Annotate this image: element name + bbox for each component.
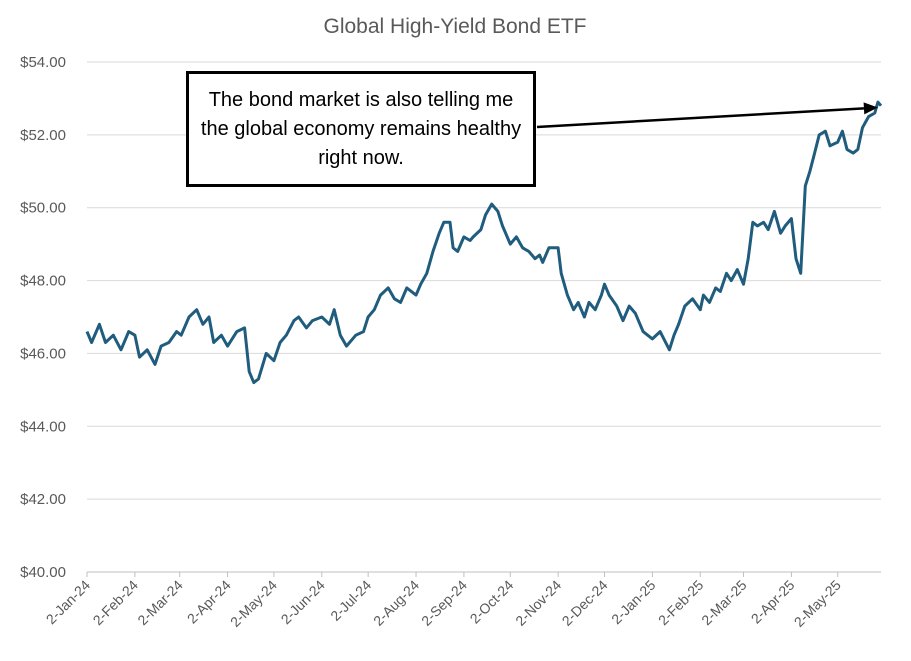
y-tick-label: $54.00 <box>20 54 66 71</box>
x-tick-label: 2-May-24 <box>227 577 280 630</box>
x-tick-label: 2-Jun-24 <box>278 577 329 628</box>
y-tick-label: $48.00 <box>20 273 66 290</box>
annotation-arrow <box>536 102 878 129</box>
y-axis-ticks: $40.00 $42.00 $44.00 $46.00 $48.00 $50.00 $52.… <box>20 54 66 581</box>
y-tick-label: $50.00 <box>20 200 66 217</box>
x-tick-label: 2-Feb-25 <box>655 577 707 629</box>
x-tick-label: 2-Mar-25 <box>698 577 750 629</box>
x-tick-label: 2-Sep-24 <box>418 577 470 629</box>
x-tick-label: 2-Feb-24 <box>90 577 142 629</box>
y-tick-label: $52.00 <box>20 127 66 144</box>
x-tick-label: 2-Oct-24 <box>467 577 517 627</box>
x-tick-label: 2-Aug-24 <box>370 577 422 629</box>
series-line-price <box>85 100 883 385</box>
gridlines <box>87 61 881 500</box>
annotation-box: The bond market is also telling me the g… <box>186 71 536 187</box>
y-tick-label: $44.00 <box>20 418 66 435</box>
annotation-text: The bond market is also telling me the g… <box>200 88 522 169</box>
x-tick-label: 2-Jul-24 <box>327 577 374 624</box>
x-tick-label: 2-May-25 <box>791 577 844 630</box>
x-tick-label: 2-Jan-25 <box>608 577 659 628</box>
x-tick-label: 2-Mar-24 <box>134 577 186 629</box>
chart-title: Global High-Yield Bond ETF <box>323 15 586 38</box>
x-axis-ticks: 2-Jan-242-Feb-242-Mar-242-Apr-242-May-24… <box>43 572 844 630</box>
x-tick-label: 2-Jan-24 <box>43 577 94 628</box>
x-tick-label: 2-Dec-24 <box>559 577 611 629</box>
y-tick-label: $40.00 <box>20 564 66 581</box>
y-tick-label: $46.00 <box>20 345 66 362</box>
x-tick-label: 2-Nov-24 <box>512 577 564 629</box>
y-tick-label: $42.00 <box>20 491 66 508</box>
